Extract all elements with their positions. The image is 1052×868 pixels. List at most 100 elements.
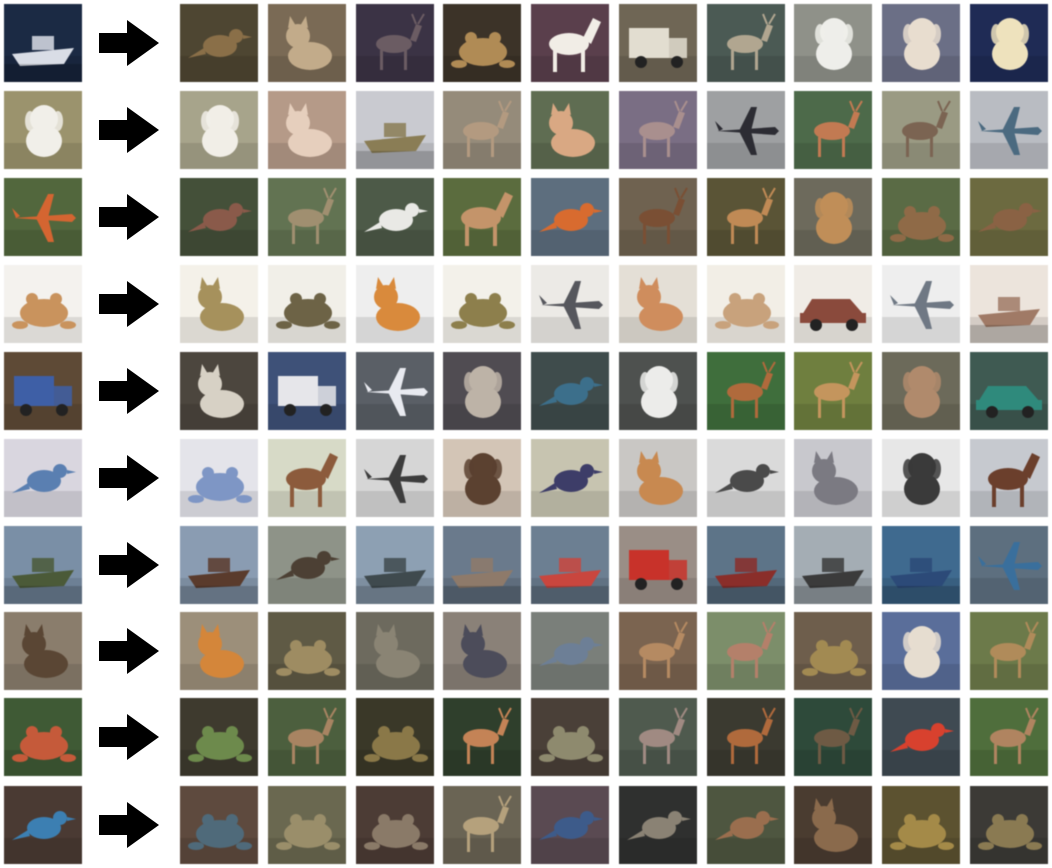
result-image	[970, 178, 1048, 256]
result-image	[356, 786, 434, 864]
result-image	[794, 91, 872, 169]
result-image	[356, 698, 434, 776]
right-arrow-icon	[97, 352, 161, 430]
result-image	[268, 612, 346, 690]
bird-photo	[619, 786, 697, 864]
dog-photo	[443, 352, 521, 430]
result-image	[970, 698, 1048, 776]
result-image	[180, 526, 258, 604]
right-arrow-icon	[97, 698, 161, 776]
result-image	[180, 4, 258, 82]
result-image	[531, 178, 609, 256]
frog-photo	[882, 178, 960, 256]
result-image	[443, 4, 521, 82]
result-image	[882, 352, 960, 430]
query-image	[4, 439, 82, 517]
dog-photo	[180, 91, 258, 169]
frog-photo	[970, 786, 1048, 864]
bird-photo	[356, 178, 434, 256]
result-image	[882, 698, 960, 776]
result-image	[619, 526, 697, 604]
result-image	[356, 526, 434, 604]
query-image	[4, 612, 82, 690]
bird-photo	[268, 526, 346, 604]
result-image	[619, 439, 697, 517]
result-image	[180, 698, 258, 776]
result-image	[356, 91, 434, 169]
result-image	[531, 4, 609, 82]
cat-photo	[794, 786, 872, 864]
result-image	[970, 265, 1048, 343]
result-image	[531, 612, 609, 690]
result-image	[531, 698, 609, 776]
cat-photo	[794, 439, 872, 517]
ship-photo	[443, 526, 521, 604]
figure-row	[0, 352, 1052, 430]
ship-photo	[180, 526, 258, 604]
result-image	[619, 612, 697, 690]
bird-photo	[4, 439, 82, 517]
cat-photo	[180, 265, 258, 343]
query-image	[4, 91, 82, 169]
deer-photo	[619, 612, 697, 690]
result-image	[794, 178, 872, 256]
query-image	[4, 4, 82, 82]
result-image	[268, 786, 346, 864]
car-photo	[794, 265, 872, 343]
ship-photo	[707, 526, 785, 604]
ship-photo	[882, 526, 960, 604]
result-image	[443, 178, 521, 256]
result-image	[356, 352, 434, 430]
cat-photo	[180, 612, 258, 690]
query-image	[4, 786, 82, 864]
frog-photo	[707, 265, 785, 343]
deer-photo	[619, 178, 697, 256]
result-image	[268, 265, 346, 343]
result-image	[794, 526, 872, 604]
result-image	[794, 698, 872, 776]
right-arrow-icon	[97, 786, 161, 864]
deer-photo	[707, 352, 785, 430]
result-image	[707, 526, 785, 604]
figure-row	[0, 526, 1052, 604]
figure-row	[0, 178, 1052, 256]
result-image	[268, 352, 346, 430]
right-arrow-icon	[97, 91, 161, 169]
result-image	[531, 265, 609, 343]
result-image	[180, 265, 258, 343]
result-image	[180, 178, 258, 256]
bird-photo	[531, 439, 609, 517]
ship-photo	[356, 526, 434, 604]
result-image	[443, 352, 521, 430]
horse-photo	[531, 4, 609, 82]
result-image	[970, 439, 1048, 517]
result-image	[970, 786, 1048, 864]
result-image	[531, 526, 609, 604]
bird-photo	[707, 439, 785, 517]
result-image	[180, 786, 258, 864]
frog-photo	[882, 786, 960, 864]
result-image	[707, 4, 785, 82]
query-image	[4, 526, 82, 604]
result-image	[707, 352, 785, 430]
result-image	[882, 612, 960, 690]
result-image	[531, 439, 609, 517]
query-image	[4, 178, 82, 256]
ship-photo	[531, 526, 609, 604]
result-image	[794, 4, 872, 82]
bird-photo	[531, 612, 609, 690]
cat-photo	[443, 612, 521, 690]
deer-photo	[794, 91, 872, 169]
query-image	[4, 265, 82, 343]
figure-row	[0, 4, 1052, 82]
deer-photo	[268, 698, 346, 776]
frog-photo	[268, 265, 346, 343]
frog-photo	[356, 698, 434, 776]
result-image	[268, 698, 346, 776]
deer-photo	[443, 91, 521, 169]
result-image	[443, 91, 521, 169]
dog-photo	[970, 4, 1048, 82]
ship-photo	[356, 91, 434, 169]
result-image	[970, 612, 1048, 690]
